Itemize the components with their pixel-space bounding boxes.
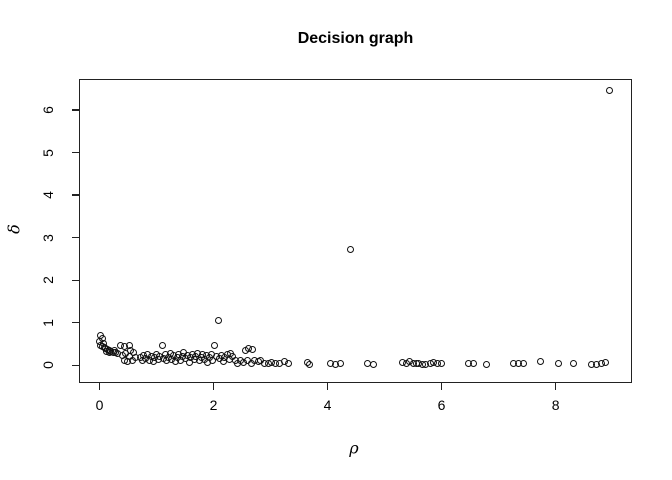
y-tick-label: 6 — [40, 106, 56, 114]
x-tick-mark — [555, 383, 557, 390]
y-tick-mark — [72, 151, 79, 154]
y-tick-label: 2 — [40, 276, 56, 284]
y-tick-label: 1 — [40, 318, 56, 327]
x-tick-label: 4 — [323, 397, 332, 413]
y-tick-label: 0 — [40, 361, 56, 370]
data-point — [346, 246, 354, 254]
y-tick-mark — [72, 109, 79, 111]
data-point — [520, 359, 528, 367]
y-tick-mark — [72, 322, 79, 324]
data-point — [337, 360, 345, 368]
x-tick-mark — [212, 383, 215, 390]
data-point — [602, 358, 610, 366]
data-point — [483, 360, 491, 368]
x-tick-label: 0 — [95, 397, 104, 413]
data-point — [248, 345, 256, 353]
data-point — [569, 359, 577, 367]
data-point — [211, 341, 219, 349]
plot-area — [79, 79, 632, 383]
x-tick-mark — [440, 383, 443, 390]
x-tick-label: 8 — [551, 397, 560, 413]
data-point — [369, 360, 377, 368]
y-tick-mark — [72, 194, 79, 196]
data-point — [118, 352, 126, 360]
y-tick-label: 3 — [40, 233, 56, 242]
data-point — [214, 317, 222, 325]
data-point — [470, 359, 477, 367]
data-point — [305, 360, 313, 368]
data-point — [437, 360, 445, 368]
x-tick-label: 2 — [209, 397, 218, 413]
data-point — [285, 360, 293, 368]
y-tick-mark — [72, 236, 79, 239]
y-tick-label: 4 — [40, 191, 56, 199]
plot-title: Decision graph — [297, 30, 414, 47]
y-tick-label: 5 — [40, 148, 56, 157]
data-point — [536, 358, 544, 366]
y-tick-mark — [72, 279, 79, 281]
data-point — [158, 341, 166, 349]
x-tick-mark — [98, 383, 101, 390]
data-point — [554, 359, 562, 367]
x-tick-label: 6 — [437, 397, 446, 413]
x-axis-label-rho: ρ — [349, 438, 359, 458]
data-point — [605, 87, 613, 95]
x-tick-mark — [326, 383, 329, 390]
y-tick-mark — [72, 364, 79, 366]
y-axis-label-delta: δ — [4, 224, 24, 234]
